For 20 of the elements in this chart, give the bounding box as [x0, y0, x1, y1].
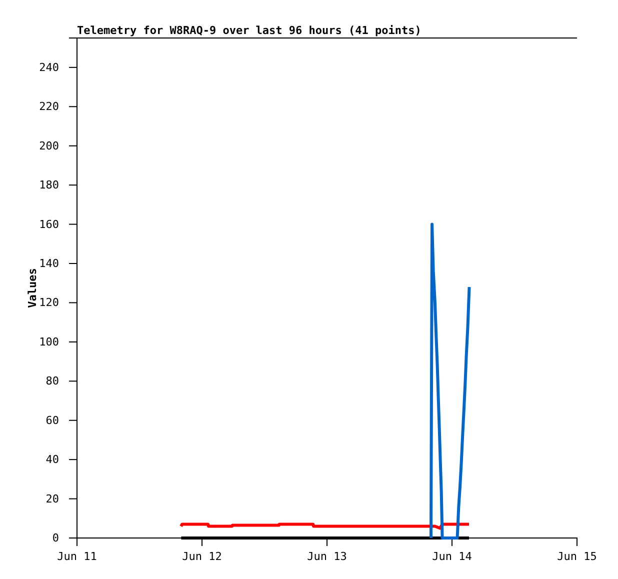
y-tick-label: 180 — [39, 178, 59, 192]
y-tick-label: 80 — [46, 374, 59, 388]
x-tick-label: Jun 13 — [307, 550, 347, 563]
y-tick-label: 140 — [39, 257, 59, 270]
x-tick-label: Jun 12 — [182, 550, 222, 563]
x-tick-label: Jun 15 — [557, 550, 597, 563]
y-tick-label: 100 — [39, 335, 59, 348]
y-tick-label: 0 — [52, 532, 59, 545]
x-tick-label: Jun 11 — [57, 550, 97, 563]
y-tick-label: 240 — [39, 60, 59, 74]
y-tick-label: 20 — [46, 492, 59, 506]
x-tick-label: Jun 14 — [432, 550, 472, 563]
y-tick-label: 220 — [39, 100, 59, 114]
y-tick-label: 120 — [39, 296, 59, 310]
y-tick-label: 200 — [39, 139, 59, 152]
y-tick-label: 60 — [46, 414, 59, 427]
y-axis-title: Values — [26, 268, 39, 308]
chart-title: Telemetry for W8RAQ-9 over last 96 hours (41 points) — [77, 24, 422, 37]
y-tick-label: 160 — [39, 218, 59, 231]
y-tick-label: 40 — [46, 453, 59, 466]
